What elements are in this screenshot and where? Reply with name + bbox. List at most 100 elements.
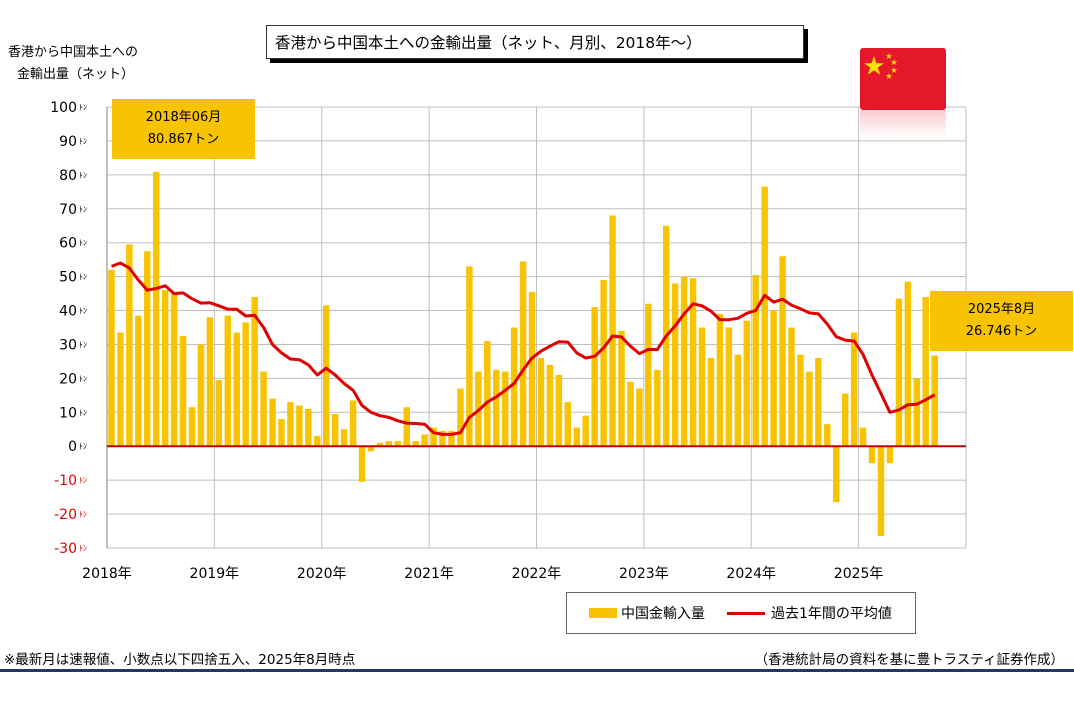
bar — [680, 276, 688, 447]
y-tick-label: -30 — [54, 541, 77, 557]
flag-small-star — [885, 73, 893, 79]
bar — [152, 171, 160, 447]
bar — [403, 407, 410, 447]
bar — [806, 371, 813, 447]
y-tick-unit: ﾄﾝ — [79, 408, 87, 417]
bar — [573, 427, 580, 447]
y-tick-label: 70 — [59, 202, 77, 218]
bar — [922, 296, 929, 447]
bar — [877, 446, 885, 537]
callout-2025-08: 2025年8月 26.746トン — [930, 291, 1073, 351]
bar — [519, 261, 527, 447]
chart-title-text: 香港から中国本土への金輸出量（ネット、月別、2018年～） — [275, 34, 702, 52]
bar — [349, 400, 357, 447]
bar — [287, 402, 294, 447]
bar — [609, 215, 616, 447]
y-axis-title-line2: 金輸出量（ネット） — [17, 67, 135, 82]
y-axis-title: 香港から中国本土への 金輸出量（ネット） — [8, 42, 138, 86]
bar — [170, 293, 178, 447]
bar — [242, 322, 249, 447]
callout-left-value: 80.867トン — [147, 132, 220, 147]
bar — [600, 280, 607, 447]
legend-line-swatch — [727, 611, 765, 615]
bottom-rule — [0, 669, 1074, 672]
bar — [224, 315, 232, 447]
flag-small-star — [885, 53, 893, 59]
bar — [582, 415, 589, 447]
y-tick-unit: ﾄﾝ — [79, 103, 87, 112]
footnote: ※最新月は速報値、小数点以下四捨五入、2025年8月時点 — [4, 652, 356, 668]
bar — [707, 358, 715, 447]
legend-line-label: 過去1年間の平均値 — [771, 606, 892, 622]
bar — [457, 388, 464, 447]
legend-bar-swatch — [589, 608, 617, 618]
y-tick-label: 80 — [59, 168, 77, 184]
y-tick-unit: ﾄﾝ — [79, 239, 87, 248]
bar — [528, 291, 536, 447]
bar — [161, 290, 169, 447]
average-line — [110, 261, 936, 436]
x-tick-label: 2019年 — [190, 566, 240, 582]
y-tick-unit: ﾄﾝ — [79, 510, 87, 519]
bar — [824, 424, 831, 447]
bar — [296, 405, 303, 447]
bar — [725, 327, 733, 447]
legend-item-line: 過去1年間の平均値 — [705, 603, 892, 623]
chart-title: 香港から中国本土への金輸出量（ネット、月別、2018年～） — [266, 25, 804, 59]
bar — [421, 434, 428, 447]
y-tick-unit: ﾄﾝ — [79, 340, 87, 349]
legend-bar-label: 中国金輸入量 — [621, 606, 705, 622]
bar — [815, 358, 822, 447]
bar — [466, 266, 473, 447]
bar — [233, 332, 240, 447]
bar — [564, 402, 572, 447]
y-tick-unit: ﾄﾝ — [79, 307, 87, 316]
bar — [260, 371, 267, 447]
bar — [636, 388, 643, 447]
y-tick-label: 10 — [59, 405, 77, 421]
legend: 中国金輸入量 過去1年間の平均値 — [566, 592, 916, 634]
y-tick-label: 20 — [59, 371, 77, 387]
axes — [106, 107, 966, 548]
bar — [439, 430, 446, 447]
callout-left-date: 2018年06月 — [145, 110, 222, 125]
x-tick-label: 2022年 — [512, 566, 562, 582]
bar — [591, 307, 598, 447]
bar — [206, 317, 214, 447]
bar — [269, 398, 276, 447]
bar — [850, 332, 858, 447]
bar — [358, 446, 366, 482]
flag-big-star — [864, 56, 884, 75]
bar — [323, 305, 330, 447]
bar — [135, 315, 142, 447]
bar — [385, 441, 393, 447]
bar — [305, 408, 312, 447]
china-flag-icon — [860, 48, 946, 110]
x-tick-label: 2024年 — [726, 566, 776, 582]
flag-reflection — [860, 110, 946, 138]
y-tick-label: 100 — [50, 100, 77, 116]
x-tick-label: 2025年 — [834, 566, 884, 582]
y-tick-unit: ﾄﾝ — [79, 442, 87, 451]
bar — [484, 341, 491, 447]
bar — [904, 281, 912, 447]
bar — [126, 244, 133, 447]
bar — [716, 313, 724, 447]
y-tick-unit: ﾄﾝ — [79, 273, 87, 282]
y-tick-label: 50 — [59, 270, 77, 286]
bar — [779, 256, 786, 447]
bar — [188, 407, 196, 447]
bar — [788, 327, 795, 447]
y-tick-label: 60 — [59, 236, 77, 252]
bar — [868, 446, 876, 464]
y-tick-unit: ﾄﾝ — [79, 544, 87, 553]
flag-small-star — [890, 59, 898, 65]
bar — [278, 419, 285, 447]
bar — [117, 332, 124, 447]
bar — [859, 427, 867, 447]
y-tick-unit: ﾄﾝ — [79, 476, 87, 485]
y-tick-label: 40 — [59, 304, 77, 320]
bar — [761, 186, 768, 447]
bar — [215, 380, 223, 447]
bar — [179, 335, 187, 447]
